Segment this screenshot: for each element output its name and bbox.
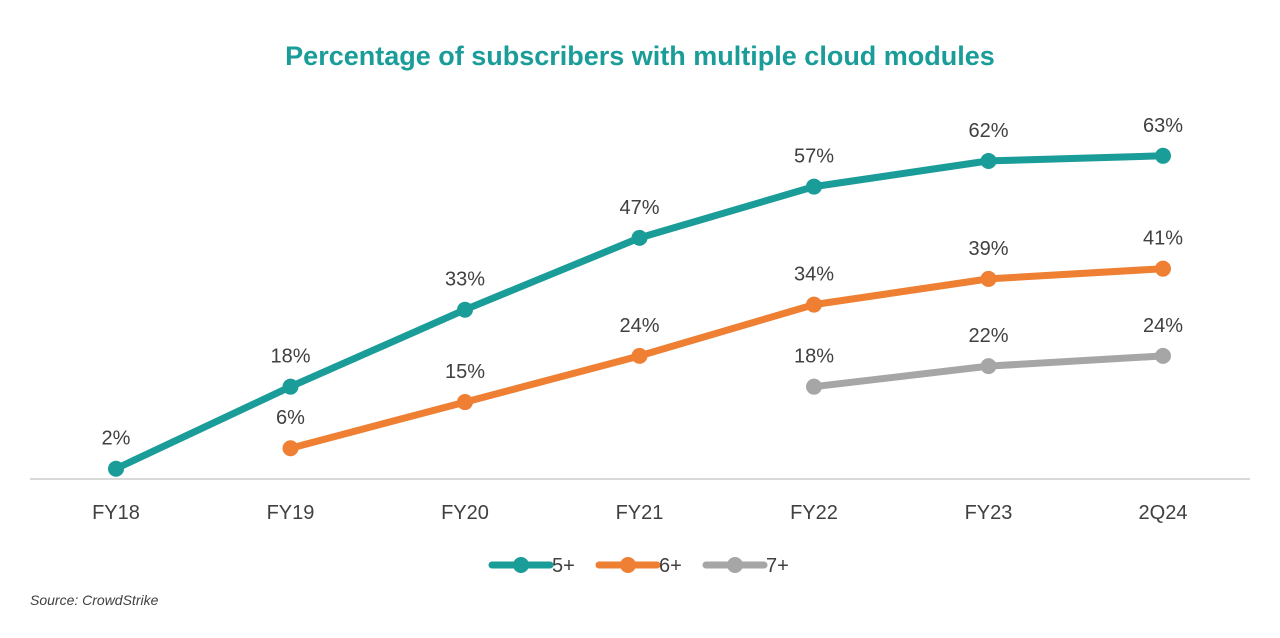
data-label: 24% [1143, 315, 1183, 337]
data-label: 57% [794, 146, 834, 168]
legend-label: 6+ [659, 555, 682, 577]
data-label: 18% [794, 346, 834, 368]
data-label: 6% [276, 407, 305, 429]
legend-label: 7+ [766, 555, 789, 577]
data-label: 2% [102, 428, 131, 450]
x-tick-label: FY18 [92, 502, 140, 524]
data-point [108, 460, 124, 477]
legend-swatch-marker [727, 557, 743, 573]
legend-swatch-marker [620, 557, 636, 573]
x-tick-label: FY21 [616, 502, 664, 524]
series-line [287, 265, 1167, 452]
data-label: 47% [619, 197, 659, 219]
data-point [806, 178, 822, 195]
legend-label: 5+ [552, 555, 575, 577]
legend: 5+ 6+ 7+ [488, 555, 789, 577]
data-point [457, 394, 473, 411]
x-tick-label: FY19 [267, 502, 315, 524]
data-point [631, 229, 648, 246]
data-point [282, 378, 299, 395]
data-point [1155, 347, 1171, 364]
x-tick-label: FY23 [965, 502, 1013, 524]
x-tick-label: 2Q24 [1139, 502, 1188, 524]
data-label: 62% [968, 120, 1008, 142]
data-label: 39% [968, 238, 1008, 260]
data-point [980, 152, 997, 169]
data-point [457, 301, 473, 318]
data-point [806, 378, 822, 395]
x-tick-label: FY20 [441, 502, 489, 524]
data-label: 15% [445, 361, 485, 383]
x-axis-tick-labels: FY18 FY19 FY20 FY21 FY22 FY23 2Q24 [92, 502, 1187, 524]
data-label: 24% [619, 315, 659, 337]
data-label: 18% [270, 346, 310, 368]
series-layer [108, 147, 1171, 477]
data-labels-layer: 2% 18% 33% 47% 57% 62% 63% 6% 15% 24% 34% 39% 41% 18%… [102, 115, 1184, 450]
data-point [282, 440, 299, 457]
data-label: 33% [445, 269, 485, 291]
data-point [1155, 260, 1171, 277]
data-label: 41% [1143, 228, 1183, 250]
data-point [980, 358, 997, 375]
data-point [806, 296, 822, 313]
data-point [631, 347, 648, 364]
data-label: 22% [968, 325, 1008, 347]
chart-title: Percentage of subscribers with multiple … [285, 41, 995, 71]
source-note: Source: CrowdStrike [30, 592, 159, 608]
data-point [980, 270, 997, 287]
x-tick-label: FY22 [790, 502, 838, 524]
data-label: 63% [1143, 115, 1183, 137]
legend-swatch-marker [513, 557, 529, 573]
data-label: 34% [794, 264, 834, 286]
data-point [1155, 147, 1171, 164]
